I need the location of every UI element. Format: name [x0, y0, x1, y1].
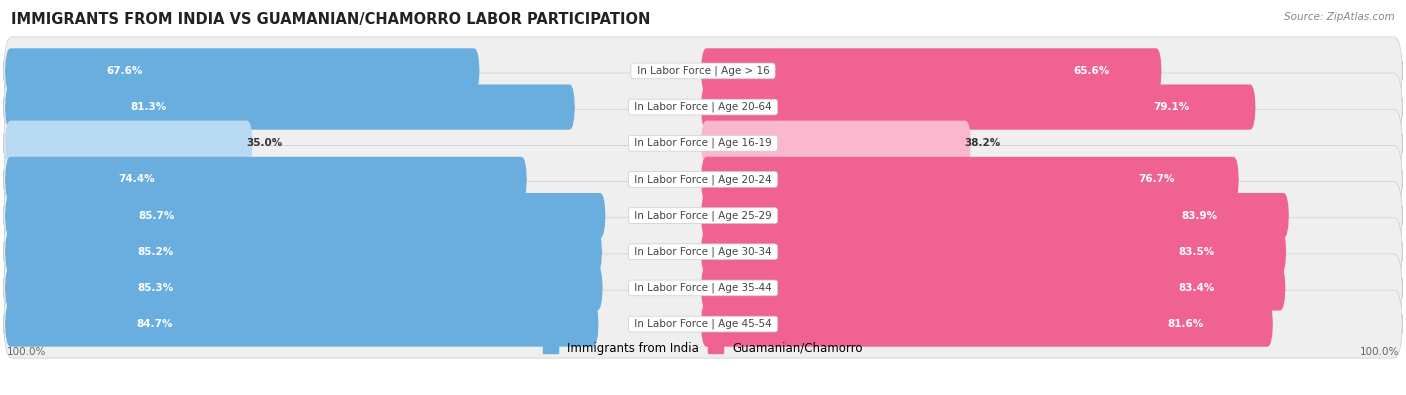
Text: Source: ZipAtlas.com: Source: ZipAtlas.com — [1284, 12, 1395, 22]
FancyBboxPatch shape — [702, 229, 1286, 275]
FancyBboxPatch shape — [6, 157, 527, 202]
Text: 79.1%: 79.1% — [1153, 102, 1189, 112]
Text: In Labor Force | Age 45-54: In Labor Force | Age 45-54 — [631, 319, 775, 329]
Text: 81.3%: 81.3% — [131, 102, 166, 112]
FancyBboxPatch shape — [4, 37, 1402, 105]
FancyBboxPatch shape — [6, 301, 599, 347]
FancyBboxPatch shape — [4, 254, 1402, 322]
Text: 100.0%: 100.0% — [7, 346, 46, 357]
Text: 38.2%: 38.2% — [965, 138, 1001, 148]
Text: 85.7%: 85.7% — [138, 211, 174, 220]
Text: 83.4%: 83.4% — [1178, 283, 1215, 293]
FancyBboxPatch shape — [4, 290, 1402, 358]
Text: 100.0%: 100.0% — [1360, 346, 1399, 357]
FancyBboxPatch shape — [4, 182, 1402, 250]
Text: In Labor Force | Age 20-64: In Labor Force | Age 20-64 — [631, 102, 775, 112]
FancyBboxPatch shape — [702, 265, 1285, 310]
Text: In Labor Force | Age 30-34: In Labor Force | Age 30-34 — [631, 246, 775, 257]
FancyBboxPatch shape — [702, 120, 972, 166]
FancyBboxPatch shape — [702, 85, 1256, 130]
Text: In Labor Force | Age 20-24: In Labor Force | Age 20-24 — [631, 174, 775, 185]
FancyBboxPatch shape — [6, 193, 606, 238]
Text: 85.2%: 85.2% — [138, 247, 173, 257]
Text: 67.6%: 67.6% — [107, 66, 143, 76]
FancyBboxPatch shape — [6, 265, 603, 310]
Text: In Labor Force | Age > 16: In Labor Force | Age > 16 — [634, 66, 772, 76]
FancyBboxPatch shape — [6, 120, 253, 166]
FancyBboxPatch shape — [702, 193, 1289, 238]
Legend: Immigrants from India, Guamanian/Chamorro: Immigrants from India, Guamanian/Chamorr… — [538, 337, 868, 360]
FancyBboxPatch shape — [702, 301, 1272, 347]
Text: 83.9%: 83.9% — [1181, 211, 1218, 220]
Text: In Labor Force | Age 25-29: In Labor Force | Age 25-29 — [631, 210, 775, 221]
Text: 76.7%: 76.7% — [1139, 175, 1175, 184]
FancyBboxPatch shape — [702, 48, 1161, 94]
Text: 65.6%: 65.6% — [1073, 66, 1109, 76]
Text: 84.7%: 84.7% — [136, 319, 173, 329]
FancyBboxPatch shape — [6, 85, 575, 130]
FancyBboxPatch shape — [702, 157, 1239, 202]
FancyBboxPatch shape — [6, 229, 602, 275]
Text: 35.0%: 35.0% — [246, 138, 283, 148]
FancyBboxPatch shape — [4, 145, 1402, 213]
FancyBboxPatch shape — [4, 218, 1402, 286]
FancyBboxPatch shape — [4, 109, 1402, 177]
Text: 81.6%: 81.6% — [1167, 319, 1204, 329]
Text: In Labor Force | Age 35-44: In Labor Force | Age 35-44 — [631, 283, 775, 293]
Text: 74.4%: 74.4% — [118, 175, 155, 184]
Text: 83.5%: 83.5% — [1178, 247, 1215, 257]
Text: IMMIGRANTS FROM INDIA VS GUAMANIAN/CHAMORRO LABOR PARTICIPATION: IMMIGRANTS FROM INDIA VS GUAMANIAN/CHAMO… — [11, 12, 651, 27]
Text: 85.3%: 85.3% — [138, 283, 173, 293]
FancyBboxPatch shape — [4, 73, 1402, 141]
Text: In Labor Force | Age 16-19: In Labor Force | Age 16-19 — [631, 138, 775, 149]
FancyBboxPatch shape — [6, 48, 479, 94]
